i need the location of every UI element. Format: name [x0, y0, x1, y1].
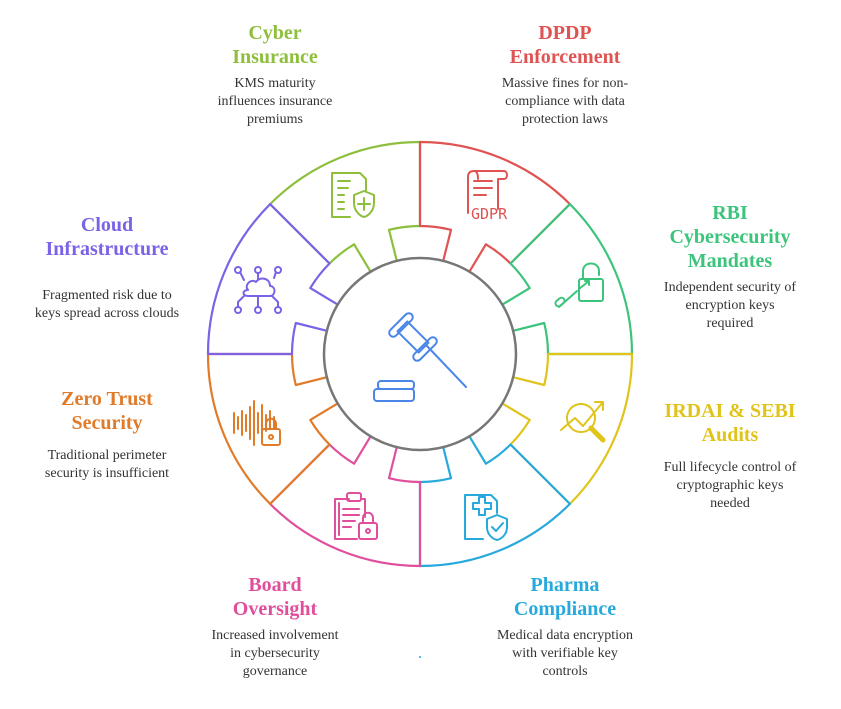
medical-document-shield-icon: [464, 494, 508, 541]
cloud-network-icon: [234, 266, 282, 314]
label-cloud-infrastructure: Cloud Infrastructure Fragmented risk due…: [7, 213, 207, 323]
clipboard-lock-icon: [334, 492, 378, 540]
unlocked-padlock-key-icon: [554, 262, 604, 308]
title-cyber-insurance: Cyber Insurance: [232, 22, 318, 68]
segment-dpdp-enforcement: [418, 140, 571, 273]
title-cloud-infrastructure: Cloud Infrastructure: [45, 214, 169, 260]
segment-board-oversight: [269, 435, 422, 568]
label-irdai-sebi-audits: IRDAI & SEBI Audits Full lifecycle contr…: [630, 399, 830, 513]
dot-mark: [419, 656, 421, 658]
desc-cloud-infrastructure: Fragmented risk due to keys spread acros…: [34, 288, 180, 321]
label-cyber-insurance: Cyber Insurance KMS maturity influences …: [175, 21, 375, 129]
label-zero-trust: Zero Trust Security Traditional perimete…: [7, 387, 207, 483]
svg-text:GDPR: GDPR: [471, 205, 508, 223]
label-dpdp-enforcement: DPDP Enforcement Massive fines for non- …: [465, 21, 665, 129]
segment-pharma-compliance: [418, 435, 571, 568]
desc-board-oversight: Increased involvement in cybersecurity g…: [211, 628, 339, 679]
title-board-oversight: Board Oversight: [232, 574, 318, 620]
label-rbi-mandates: RBI Cybersecurity Mandates Independent s…: [630, 201, 830, 333]
segment-rbi-mandates: [501, 203, 634, 356]
gavel-icon: [373, 312, 467, 402]
segment-cloud-infrastructure: [206, 203, 339, 356]
title-pharma-compliance: Pharma Compliance: [513, 574, 617, 620]
desc-rbi-mandates: Independent security of encryption keys …: [663, 280, 797, 331]
segment-irdai-sebi-audits: [501, 352, 634, 505]
label-pharma-compliance: Pharma Compliance Medical data encryptio…: [465, 573, 665, 681]
desc-pharma-compliance: Medical data encryption with verifiable …: [496, 628, 634, 679]
desc-cyber-insurance: KMS maturity influences insurance premiu…: [217, 76, 333, 127]
title-dpdp-enforcement: DPDP Enforcement: [509, 22, 621, 68]
soundwave-lock-icon: [233, 400, 281, 446]
label-board-oversight: Board Oversight Increased involvement in…: [175, 573, 375, 681]
magnifier-trend-icon: [560, 401, 606, 443]
segment-cyber-insurance: [269, 140, 422, 273]
gdpr-scroll-icon: GDPR: [467, 170, 508, 223]
desc-zero-trust: Traditional perimeter security is insuff…: [44, 448, 170, 481]
desc-irdai-sebi-audits: Full lifecycle control of cryptographic …: [663, 460, 797, 511]
center-circle: [322, 256, 518, 452]
document-shield-plus-icon: [331, 172, 375, 218]
title-rbi-mandates: RBI Cybersecurity Mandates: [669, 202, 791, 272]
title-zero-trust: Zero Trust Security: [61, 388, 153, 434]
desc-dpdp-enforcement: Massive fines for non- compliance with d…: [501, 76, 629, 127]
segment-zero-trust: [206, 352, 339, 505]
title-irdai-sebi-audits: IRDAI & SEBI Audits: [664, 400, 796, 446]
